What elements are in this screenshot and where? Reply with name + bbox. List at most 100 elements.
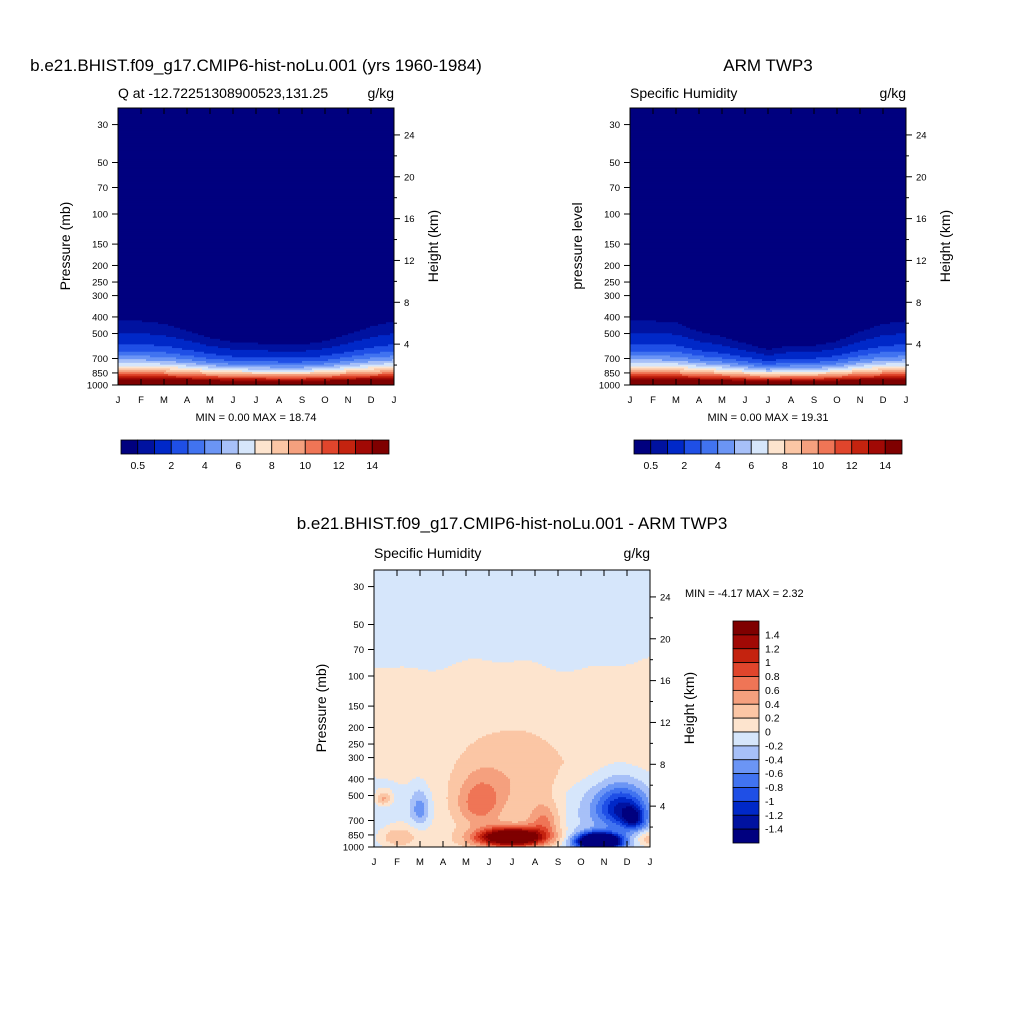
contour-cell — [636, 822, 641, 826]
contour-cell — [630, 372, 681, 375]
contour-cell — [348, 333, 391, 336]
colorbar-label: 0 — [765, 727, 771, 739]
contour-cell — [560, 754, 650, 758]
contour-cell — [542, 839, 547, 843]
contour-cell — [118, 167, 394, 170]
contour-cell — [562, 756, 650, 759]
contour-cell — [374, 599, 650, 602]
contour-cell — [550, 822, 555, 826]
contour-cell — [750, 373, 819, 377]
contour-cell — [602, 787, 615, 791]
contour-cell — [626, 843, 631, 846]
contour-cell — [682, 351, 719, 355]
contour-cell — [374, 723, 650, 726]
contour-cell — [566, 808, 579, 811]
contour-cell — [410, 810, 415, 813]
contour-cell — [390, 804, 411, 807]
contour-cell — [596, 810, 603, 813]
contour-cell — [702, 331, 859, 334]
contour-cell — [636, 821, 639, 824]
contour-cell — [118, 327, 181, 331]
contour-cell — [374, 680, 650, 684]
contour-cell — [580, 837, 583, 841]
contour-cell — [868, 348, 906, 351]
contour-cell — [874, 375, 906, 379]
contour-cell — [118, 119, 394, 122]
contour-cell — [878, 346, 906, 349]
colorbar-box — [750, 439, 769, 455]
contour-cell — [458, 802, 469, 806]
contour-cell — [640, 802, 645, 806]
contour-cell — [118, 290, 394, 294]
contour-cell — [380, 370, 394, 373]
contour-cell — [550, 835, 555, 839]
contour-cell — [852, 372, 883, 375]
contour-cell — [648, 813, 650, 817]
colorbar-box — [732, 662, 760, 677]
contour-cell — [374, 368, 394, 371]
contour-cell — [386, 824, 411, 828]
contour-cell — [380, 828, 419, 831]
contour-cell — [416, 811, 425, 815]
contour-cell — [374, 826, 385, 830]
contour-cell — [630, 268, 906, 272]
contour-cell — [558, 810, 567, 813]
contour-cell — [640, 832, 647, 835]
contour-cell — [460, 793, 469, 796]
contour-cell — [566, 806, 581, 809]
contour-cell — [878, 368, 906, 371]
contour-cell — [310, 342, 349, 345]
contour-cell — [624, 821, 629, 824]
contour-cell — [572, 841, 575, 844]
y-tick-label: 400 — [604, 312, 620, 323]
contour-cell — [218, 375, 333, 379]
contour-cell — [544, 843, 551, 846]
contour-cell — [470, 826, 481, 830]
contour-cell — [374, 577, 650, 580]
contour-cell — [630, 139, 906, 142]
contour-cell — [630, 335, 683, 338]
contour-cell — [848, 357, 875, 360]
contour-cell — [118, 117, 394, 120]
contour-cell — [560, 839, 565, 843]
contour-cell — [552, 811, 559, 815]
contour-cell — [434, 802, 449, 806]
contour-cell — [118, 357, 177, 360]
contour-cell — [532, 732, 650, 735]
contour-cell — [752, 357, 817, 360]
contour-cell — [434, 817, 453, 820]
contour-cell — [552, 786, 573, 789]
contour-cell — [374, 839, 377, 843]
contour-cell — [374, 682, 650, 686]
contour-cell — [268, 349, 307, 353]
height-tick-label: 12 — [404, 256, 415, 267]
contour-cell — [630, 117, 906, 120]
contour-cell — [580, 819, 593, 822]
contour-cell — [434, 806, 449, 809]
contour-cell — [412, 834, 453, 837]
contour-cell — [374, 662, 457, 665]
contour-cell — [374, 708, 650, 711]
contour-cell — [630, 292, 906, 296]
contour-cell — [560, 845, 567, 847]
contour-cell — [374, 811, 411, 815]
contour-cell — [242, 370, 315, 373]
contour-cell — [762, 362, 777, 366]
contour-cell — [118, 178, 394, 181]
contour-cell — [390, 787, 431, 791]
contour-cell — [566, 821, 581, 824]
contour-cell — [510, 789, 553, 793]
contour-cell — [390, 798, 395, 802]
x-tick-label: N — [857, 395, 864, 406]
contour-cell — [462, 752, 559, 756]
contour-cell — [374, 786, 429, 789]
contour-cell — [630, 132, 906, 135]
contour-cell — [630, 159, 906, 163]
contour-cell — [568, 835, 573, 839]
contour-cell — [482, 835, 487, 839]
contour-cell — [556, 749, 650, 752]
contour-cell — [614, 810, 623, 813]
contour-cell — [118, 272, 394, 275]
contour-cell — [638, 660, 650, 663]
contour-cell — [118, 298, 394, 301]
